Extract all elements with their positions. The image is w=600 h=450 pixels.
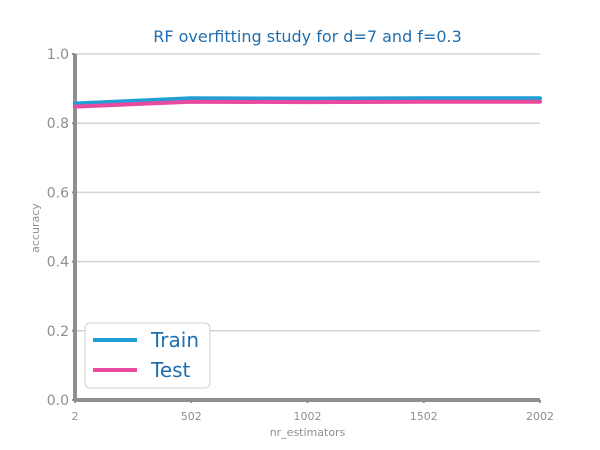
y-tick-label: 0.6 [47, 185, 69, 201]
x-tick-label: 2002 [526, 410, 554, 423]
y-tick-label: 1.0 [47, 47, 69, 63]
x-tick-label: 1502 [410, 410, 438, 423]
y-tick-label: 0.0 [47, 393, 69, 409]
series-line-train [73, 96, 542, 106]
x-tick-label: 502 [181, 410, 202, 423]
series-line-test [73, 99, 542, 109]
y-tick-label: 0.2 [47, 324, 69, 340]
grid-lines [75, 53, 540, 332]
y-ticks: 0.0 0.2 0.4 0.6 0.8 1.0 [47, 47, 75, 409]
x-tick-label: 1002 [294, 410, 322, 423]
y-tick-label: 0.8 [47, 116, 69, 132]
legend-label-test: Test [150, 358, 191, 382]
legend-label-train: Train [150, 328, 199, 352]
x-axis-label: nr_estimators [270, 426, 346, 439]
y-tick-label: 0.4 [47, 255, 69, 271]
x-tick-label: 2 [72, 410, 79, 423]
legend: Train Test [84, 322, 211, 389]
y-axis-label: accuracy [29, 203, 42, 253]
chart-title: RF overfitting study for d=7 and f=0.3 [153, 27, 462, 46]
x-ticks: 2 502 1002 1502 2002 [72, 400, 554, 423]
series-lines [73, 96, 542, 109]
